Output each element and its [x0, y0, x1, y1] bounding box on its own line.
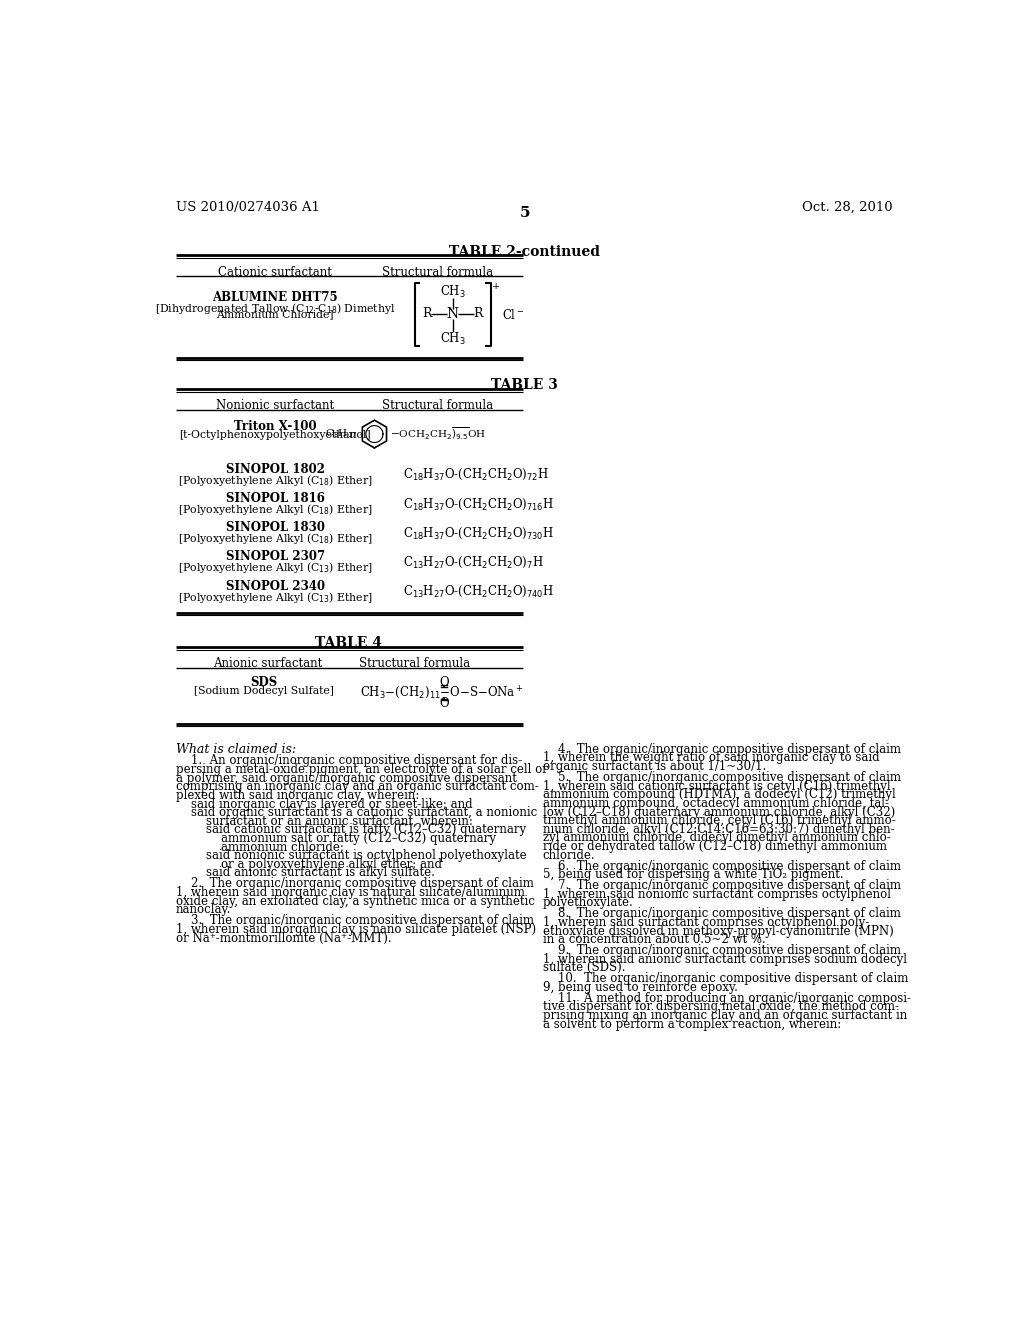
- Text: Oct. 28, 2010: Oct. 28, 2010: [802, 201, 893, 214]
- Text: said nonionic surfactant is octylphenol polyethoxylate: said nonionic surfactant is octylphenol …: [176, 849, 526, 862]
- Text: ammonium chloride;: ammonium chloride;: [176, 841, 344, 854]
- Text: SINOPOL 1802: SINOPOL 1802: [225, 462, 325, 475]
- Text: tive dispersant for dispersing metal oxide, the method com-: tive dispersant for dispersing metal oxi…: [543, 1001, 899, 1014]
- Text: prising mixing an inorganic clay and an organic surfactant in: prising mixing an inorganic clay and an …: [543, 1008, 907, 1022]
- Text: [Polyoxyethylene Alkyl (C$_{18}$) Ether]: [Polyoxyethylene Alkyl (C$_{18}$) Ether]: [178, 531, 373, 546]
- Text: in a concentration about 0.5~2 wt %.: in a concentration about 0.5~2 wt %.: [543, 933, 765, 946]
- Text: ammonium compound (HDTMA), a dodecyl (C12) trimethyl: ammonium compound (HDTMA), a dodecyl (C1…: [543, 788, 895, 801]
- Text: [Dihydrogenated Tallow (C$_{12}$-C$_{18}$) Dimethyl: [Dihydrogenated Tallow (C$_{12}$-C$_{18}…: [155, 301, 395, 315]
- Text: [Sodium Dodecyl Sulfate]: [Sodium Dodecyl Sulfate]: [194, 686, 334, 696]
- Text: a polymer, said organic/inorganic compositive dispersant: a polymer, said organic/inorganic compos…: [176, 772, 517, 784]
- Text: 5, being used for dispersing a white TiO₂ pigment.: 5, being used for dispersing a white TiO…: [543, 869, 843, 882]
- Text: 1, wherein said cationic surfactant is cetyl (C16) trimethyl: 1, wherein said cationic surfactant is c…: [543, 780, 890, 792]
- Text: 9, being used to reinforce epoxy.: 9, being used to reinforce epoxy.: [543, 981, 737, 994]
- Text: a solvent to perform a complex reaction, wherein:: a solvent to perform a complex reaction,…: [543, 1018, 841, 1031]
- Text: 1, wherein said nonionic surfactant comprises octylphenol: 1, wherein said nonionic surfactant comp…: [543, 888, 891, 900]
- Text: nanoclay.: nanoclay.: [176, 903, 231, 916]
- Text: 9.  The organic/inorganic compositive dispersant of claim: 9. The organic/inorganic compositive dis…: [543, 944, 901, 957]
- Text: Structural formula: Structural formula: [382, 267, 494, 280]
- Text: Ammonium Chloride]: Ammonium Chloride]: [216, 309, 334, 319]
- Text: said organic surfactant is a cationic surfactant, a nonionic: said organic surfactant is a cationic su…: [176, 807, 538, 820]
- Text: comprising an inorganic clay and an organic surfactant com-: comprising an inorganic clay and an orga…: [176, 780, 539, 793]
- Text: R: R: [473, 308, 483, 321]
- Text: C$_{13}$H$_{27}$O-(CH$_2$CH$_2$O)$_7$H: C$_{13}$H$_{27}$O-(CH$_2$CH$_2$O)$_7$H: [403, 554, 544, 570]
- Text: low (C12–C18) quaternary ammonium chloride, alkyl (C32): low (C12–C18) quaternary ammonium chlori…: [543, 805, 895, 818]
- Text: N: N: [446, 308, 459, 321]
- Text: C$_{18}$H$_{37}$O-(CH$_2$CH$_2$O)$_{72}$H: C$_{18}$H$_{37}$O-(CH$_2$CH$_2$O)$_{72}$…: [403, 467, 549, 482]
- Text: [Polyoxyethylene Alkyl (C$_{18}$) Ether]: [Polyoxyethylene Alkyl (C$_{18}$) Ether]: [178, 502, 373, 517]
- Text: C$_8$H$_{17}$: C$_8$H$_{17}$: [326, 428, 358, 441]
- Text: oxide clay, an exfoliated clay, a synthetic mica or a synthetic: oxide clay, an exfoliated clay, a synthe…: [176, 895, 535, 908]
- Text: 1, wherein said anionic surfactant comprises sodium dodecyl: 1, wherein said anionic surfactant compr…: [543, 953, 906, 966]
- Text: [Polyoxyethylene Alkyl (C$_{18}$) Ether]: [Polyoxyethylene Alkyl (C$_{18}$) Ether]: [178, 473, 373, 487]
- Text: 11.  A method for producing an organic/inorganic composi-: 11. A method for producing an organic/in…: [543, 991, 910, 1005]
- Text: 1.  An organic/inorganic compositive dispersant for dis-: 1. An organic/inorganic compositive disp…: [176, 755, 522, 767]
- Text: 3.  The organic/inorganic compositive dispersant of claim: 3. The organic/inorganic compositive dis…: [176, 915, 535, 927]
- Text: 1, wherein said inorganic clay is nano silicate platelet (NSP): 1, wherein said inorganic clay is nano s…: [176, 923, 537, 936]
- Text: SINOPOL 2307: SINOPOL 2307: [225, 550, 325, 564]
- Text: TABLE 2-continued: TABLE 2-continued: [450, 246, 600, 260]
- Text: O: O: [439, 676, 449, 689]
- Text: SINOPOL 1830: SINOPOL 1830: [225, 521, 325, 535]
- Text: 10.  The organic/inorganic compositive dispersant of claim: 10. The organic/inorganic compositive di…: [543, 973, 908, 985]
- Text: [t-Octylphenoxypolyethoxyethanol]: [t-Octylphenoxypolyethoxyethanol]: [179, 430, 371, 440]
- Text: zyl ammonium chloride, didecyl dimethyl ammonium chlo-: zyl ammonium chloride, didecyl dimethyl …: [543, 832, 891, 845]
- Text: O: O: [439, 697, 449, 710]
- Text: or a polyoxyethylene alkyl ether; and: or a polyoxyethylene alkyl ether; and: [176, 858, 442, 871]
- Text: C$_{13}$H$_{27}$O-(CH$_2$CH$_2$O)$_{740}$H: C$_{13}$H$_{27}$O-(CH$_2$CH$_2$O)$_{740}…: [403, 585, 554, 599]
- Text: trimethyl ammonium chloride, cetyl (C16) trimethyl ammo-: trimethyl ammonium chloride, cetyl (C16)…: [543, 814, 895, 828]
- Text: [Polyoxyethylene Alkyl (C$_{13}$) Ether]: [Polyoxyethylene Alkyl (C$_{13}$) Ether]: [178, 590, 373, 605]
- Text: Nonionic surfactant: Nonionic surfactant: [216, 400, 334, 412]
- Text: C$_{18}$H$_{37}$O-(CH$_2$CH$_2$O)$_{730}$H: C$_{18}$H$_{37}$O-(CH$_2$CH$_2$O)$_{730}…: [403, 525, 554, 541]
- Text: or Na⁺-montmorillonite (Na⁺-MMT).: or Na⁺-montmorillonite (Na⁺-MMT).: [176, 932, 391, 945]
- Text: Structural formula: Structural formula: [359, 657, 470, 671]
- Text: 2.  The organic/inorganic compositive dispersant of claim: 2. The organic/inorganic compositive dis…: [176, 878, 534, 891]
- Text: ammonium salt or fatty (C12–C32) quaternary: ammonium salt or fatty (C12–C32) quatern…: [176, 832, 496, 845]
- Text: sulfate (SDS).: sulfate (SDS).: [543, 961, 625, 974]
- Text: 4.  The organic/inorganic compositive dispersant of claim: 4. The organic/inorganic compositive dis…: [543, 743, 901, 756]
- Text: persing a metal-oxide pigment, an electrolyte of a solar cell or: persing a metal-oxide pigment, an electr…: [176, 763, 548, 776]
- Text: $-$OCH$_2$CH$_2\overline{)_{9.5}}$OH: $-$OCH$_2$CH$_2\overline{)_{9.5}}$OH: [390, 426, 486, 442]
- Text: said anionic surfactant is alkyl sulfate.: said anionic surfactant is alkyl sulfate…: [176, 866, 435, 879]
- Text: surfactant or an anionic surfactant, wherein:: surfactant or an anionic surfactant, whe…: [176, 814, 473, 828]
- Text: 7.  The organic/inorganic compositive dispersant of claim: 7. The organic/inorganic compositive dis…: [543, 879, 901, 892]
- Text: Cationic surfactant: Cationic surfactant: [218, 267, 332, 280]
- Text: SINOPOL 1816: SINOPOL 1816: [226, 492, 325, 504]
- Text: chloride.: chloride.: [543, 849, 595, 862]
- Text: TABLE 4: TABLE 4: [315, 636, 382, 649]
- Text: R: R: [423, 308, 432, 321]
- Text: Structural formula: Structural formula: [382, 400, 494, 412]
- Text: said cationic surfactant is fatty (C12–C32) quaternary: said cationic surfactant is fatty (C12–C…: [176, 824, 526, 837]
- Text: [Polyoxyethylene Alkyl (C$_{13}$) Ether]: [Polyoxyethylene Alkyl (C$_{13}$) Ether]: [178, 561, 373, 576]
- Text: 1, wherein said inorganic clay is natural silicate/aluminum: 1, wherein said inorganic clay is natura…: [176, 886, 525, 899]
- Text: +: +: [493, 281, 501, 290]
- Text: 5.  The organic/inorganic compositive dispersant of claim: 5. The organic/inorganic compositive dis…: [543, 771, 901, 784]
- Text: TABLE 3: TABLE 3: [492, 378, 558, 392]
- Text: Cl$^-$: Cl$^-$: [502, 308, 524, 322]
- Text: SDS: SDS: [250, 676, 278, 689]
- Text: ammonium compound, octadecyl ammonium chloride, tal-: ammonium compound, octadecyl ammonium ch…: [543, 797, 889, 810]
- Text: organic surfactant is about 1/1~30/1.: organic surfactant is about 1/1~30/1.: [543, 760, 766, 774]
- Text: Triton X-100: Triton X-100: [233, 420, 316, 433]
- Text: ABLUMINE DHT75: ABLUMINE DHT75: [212, 290, 338, 304]
- Text: CH$_3$: CH$_3$: [439, 284, 466, 301]
- Text: ride or dehydrated tallow (C12–C18) dimethyl ammonium: ride or dehydrated tallow (C12–C18) dime…: [543, 840, 887, 853]
- Text: 1, wherein the weight ratio of said inorganic clay to said: 1, wherein the weight ratio of said inor…: [543, 751, 880, 764]
- Text: Anionic surfactant: Anionic surfactant: [213, 657, 323, 671]
- Text: polyethoxylate.: polyethoxylate.: [543, 896, 634, 909]
- Text: CH$_3$$-$(CH$_2$)$_{11}$$-$O$-$S$-$ONa$^+$: CH$_3$$-$(CH$_2$)$_{11}$$-$O$-$S$-$ONa$^…: [360, 685, 524, 701]
- Text: 8.  The organic/inorganic compositive dispersant of claim: 8. The organic/inorganic compositive dis…: [543, 907, 900, 920]
- Text: 1, wherein said surfactant comprises octylphenol poly-: 1, wherein said surfactant comprises oct…: [543, 916, 869, 929]
- Text: C$_{18}$H$_{37}$O-(CH$_2$CH$_2$O)$_{716}$H: C$_{18}$H$_{37}$O-(CH$_2$CH$_2$O)$_{716}…: [403, 496, 554, 512]
- Text: CH$_3$: CH$_3$: [439, 330, 466, 347]
- Text: 6.  The organic/inorganic compositive dispersant of claim: 6. The organic/inorganic compositive dis…: [543, 859, 901, 873]
- Text: 5: 5: [519, 206, 530, 220]
- Text: US 2010/0274036 A1: US 2010/0274036 A1: [176, 201, 319, 214]
- Text: nium chloride, alkyl (C12:C14:C16=63:30:7) dimethyl ben-: nium chloride, alkyl (C12:C14:C16=63:30:…: [543, 822, 894, 836]
- Text: What is claimed is:: What is claimed is:: [176, 743, 296, 756]
- Text: ethoxylate dissolved in methoxy-propyl-cyanonitrile (MPN): ethoxylate dissolved in methoxy-propyl-c…: [543, 924, 893, 937]
- Text: SINOPOL 2340: SINOPOL 2340: [225, 579, 325, 593]
- Text: plexed with said inorganic clay, wherein:: plexed with said inorganic clay, wherein…: [176, 789, 420, 801]
- Text: said inorganic clay is layered or sheet-like; and: said inorganic clay is layered or sheet-…: [176, 797, 473, 810]
